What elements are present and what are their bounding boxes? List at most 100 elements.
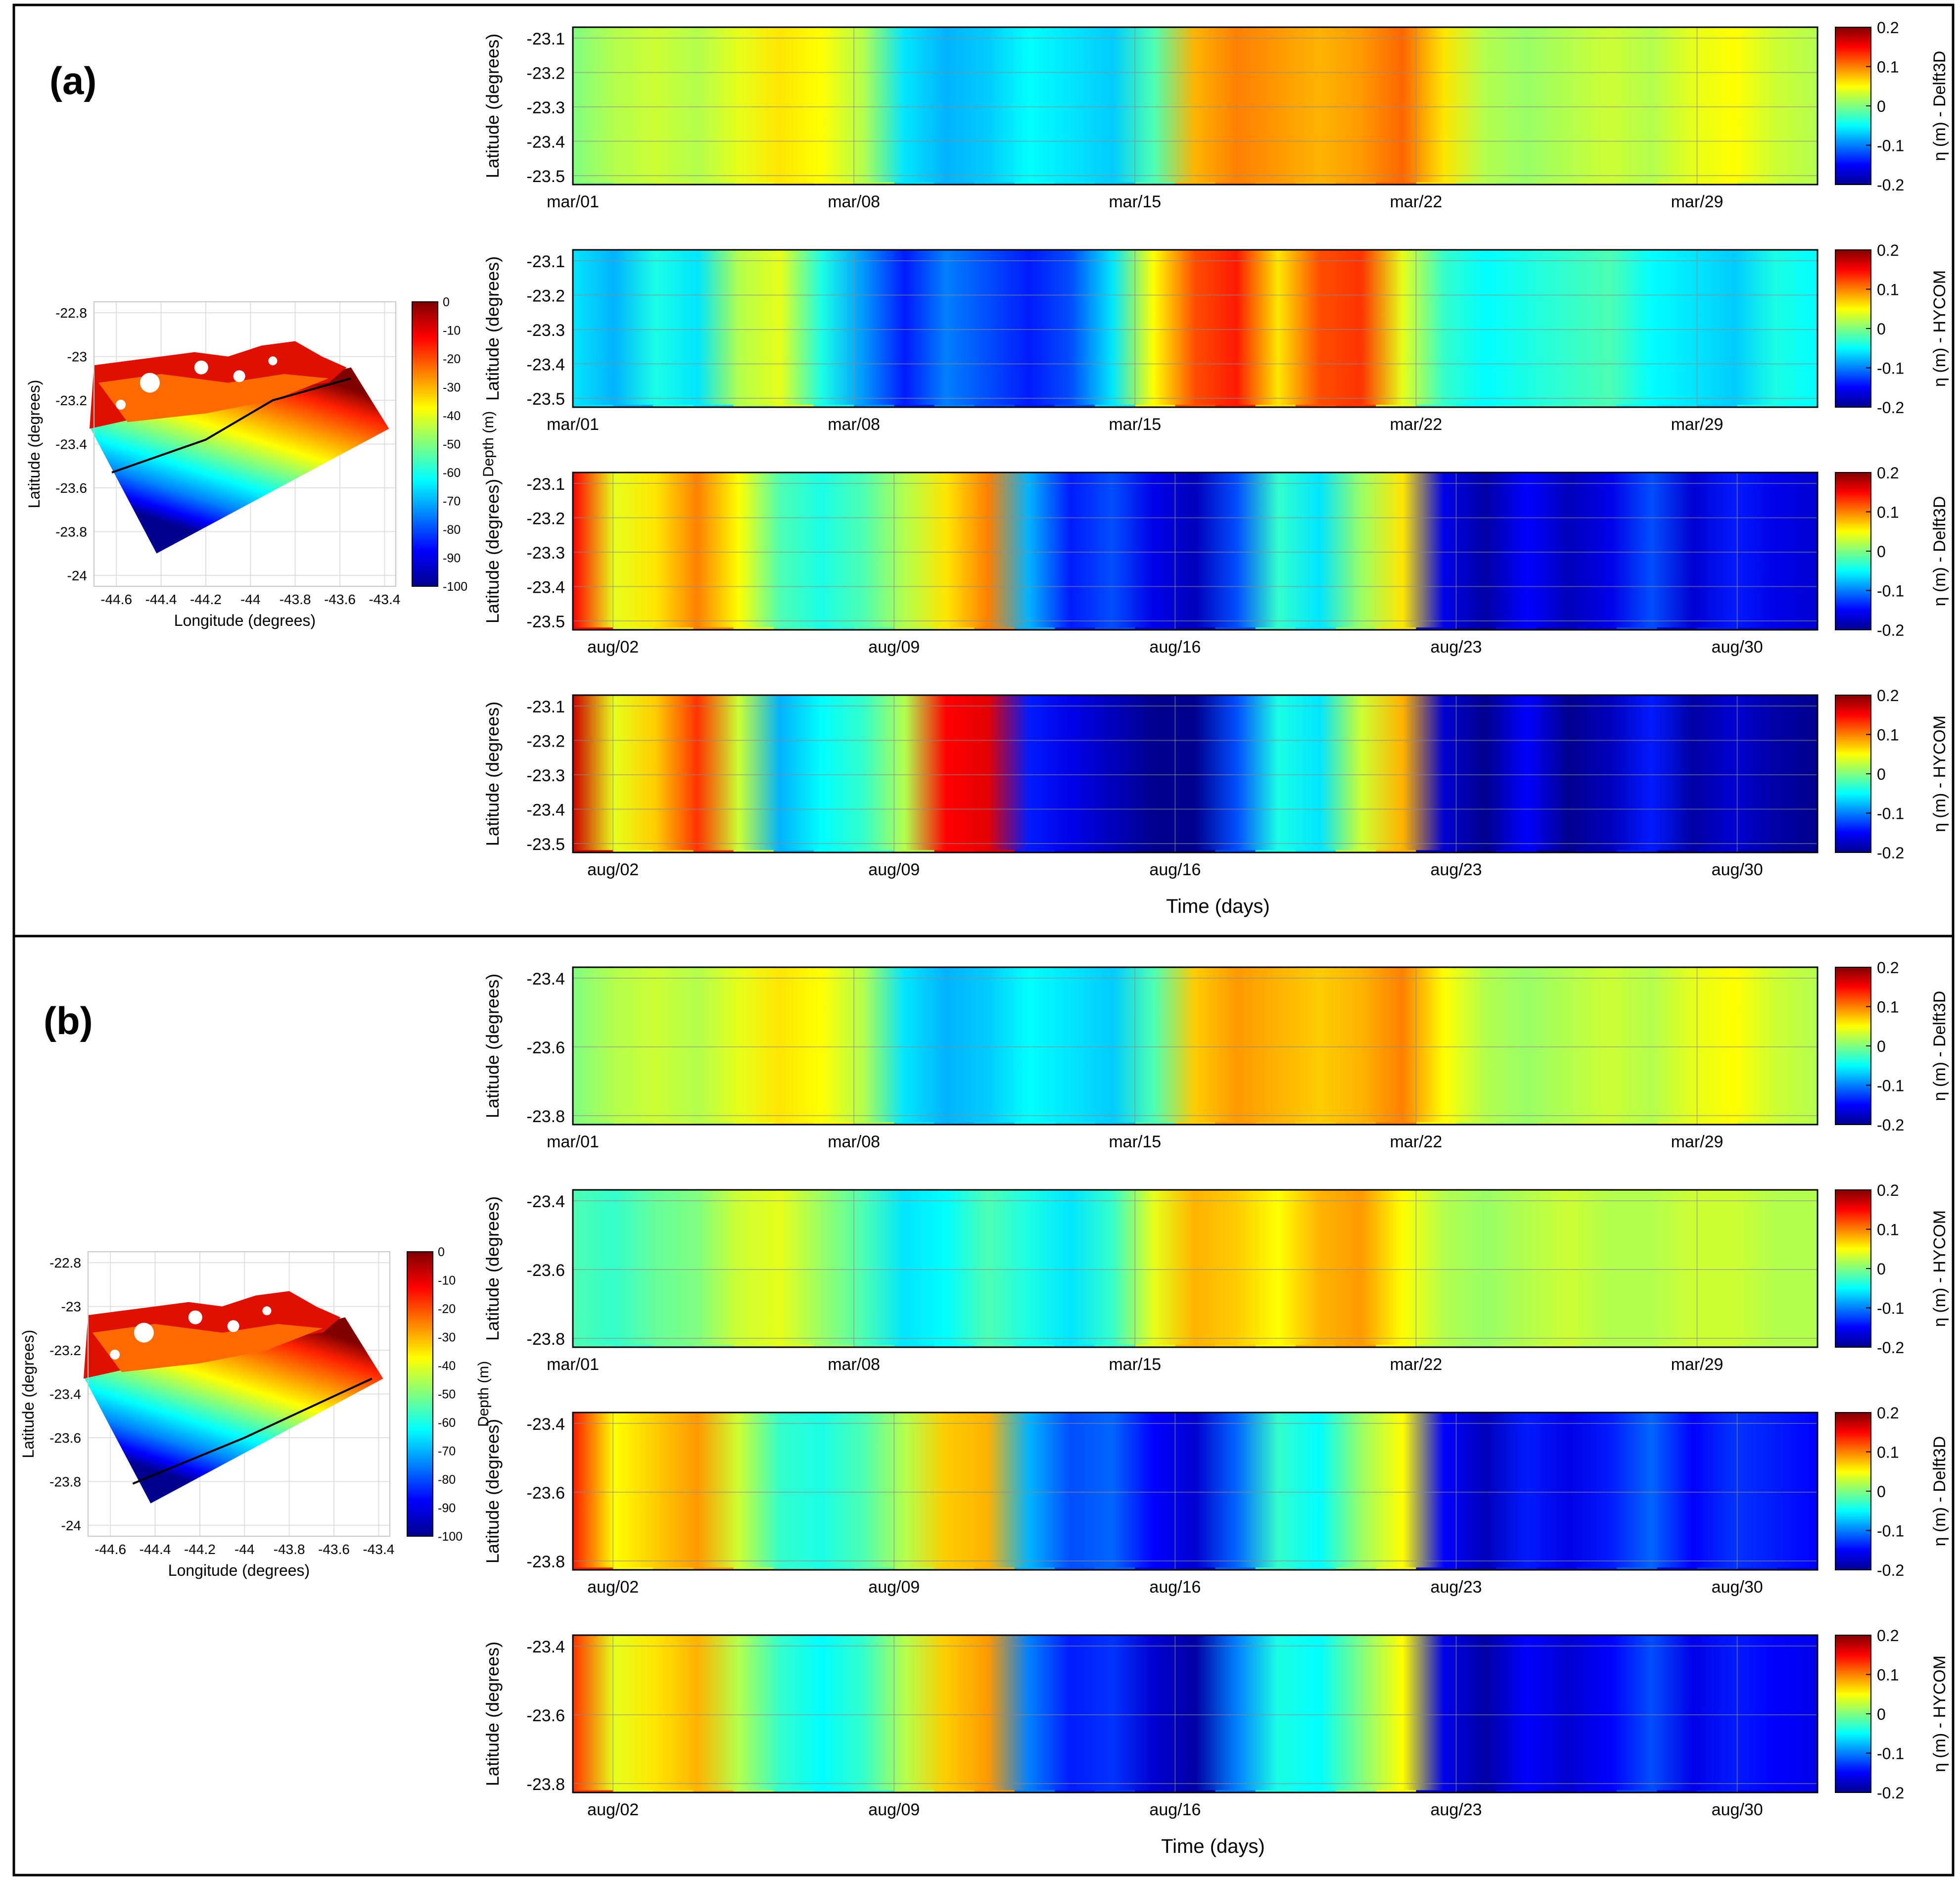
heatmap-cell — [974, 1345, 1015, 1347]
heatmap-x-tick-label: mar/15 — [1109, 415, 1161, 434]
colorbar-tick-label: -0.1 — [1877, 805, 1904, 823]
colorbar-tick-label: 0.2 — [1877, 19, 1899, 37]
heatmap-cell — [1295, 627, 1336, 630]
heatmap-cell — [1175, 1567, 1216, 1570]
heatmap-cell — [1095, 850, 1135, 852]
heatmap-cell — [773, 1567, 814, 1570]
heatmap-cell — [1054, 1345, 1095, 1347]
map-colorbar-tick-label: -30 — [443, 381, 461, 395]
heatmap-y-tick-label: -23.6 — [527, 1261, 565, 1280]
heatmap-cell — [1577, 405, 1617, 407]
heatmap-cell — [1255, 1345, 1296, 1347]
heatmap-cell — [934, 627, 975, 630]
heatmap-cell — [854, 1790, 894, 1792]
heatmap-cell — [613, 1567, 653, 1570]
heatmap-x-tick-label: mar/08 — [828, 192, 880, 211]
heatmap-cell — [1095, 405, 1135, 407]
map-x-axis-label: Longitude (degrees) — [168, 1561, 310, 1579]
heatmap-cell — [894, 1345, 934, 1347]
heatmap-cell — [1737, 1122, 1778, 1125]
colorbar-tick-label: 0.2 — [1877, 464, 1899, 482]
heatmap-cell — [1215, 405, 1256, 407]
colorbar-tick-label: -0.2 — [1877, 1784, 1904, 1802]
heatmap-cell — [1255, 1790, 1296, 1792]
heatmap-y-tick-label: -23.3 — [527, 321, 565, 340]
map-y-tick-label: -23 — [61, 1299, 81, 1315]
colorbar-tick-label: 0.1 — [1877, 726, 1899, 744]
heatmap-cell — [1496, 1122, 1537, 1125]
heatmap-cell — [1416, 182, 1457, 185]
colorbar-tick-label: -0.1 — [1877, 582, 1904, 600]
heatmap-cell — [653, 405, 694, 407]
heatmap-cell — [1336, 1122, 1376, 1125]
heatmap-field — [573, 27, 1818, 185]
heatmap-cell — [1536, 182, 1577, 185]
heatmap-cell — [1175, 182, 1216, 185]
heatmap-cell — [1657, 405, 1698, 407]
heatmap-8: -23.4 -23.6 -23.8 aug/02 aug/09 aug/16 aug/23 a… — [482, 1627, 1949, 1819]
map-island — [188, 1310, 202, 1324]
heatmap-cell — [1496, 405, 1537, 407]
heatmap-cell — [613, 627, 653, 630]
heatmap-cell — [1496, 182, 1537, 185]
heatmap-cell — [1095, 1122, 1135, 1125]
heatmap-cell — [974, 182, 1015, 185]
heatmap-y-tick-label: -23.2 — [527, 64, 565, 83]
colorbar-tick-label: 0.2 — [1877, 1627, 1899, 1645]
map-axes-frame — [93, 301, 396, 587]
heatmap-surface — [573, 695, 1818, 852]
heatmap-cell — [813, 405, 854, 407]
heatmap-x-tick-label: mar/15 — [1109, 1132, 1161, 1151]
heatmap-cell — [813, 627, 854, 630]
map-colorbar-tick-label: -90 — [438, 1502, 456, 1515]
heatmap-frame — [572, 966, 1819, 1126]
colorbar-tick-label: -0.2 — [1877, 844, 1904, 862]
heatmap-y-tick-label: -23.4 — [527, 1192, 565, 1211]
heatmap-cell — [934, 1122, 975, 1125]
colorbar-tick-label: 0 — [1877, 765, 1886, 783]
map-x-tick-label: -43.6 — [318, 1542, 350, 1557]
heatmap-cell — [1336, 1567, 1376, 1570]
heatmap-cell — [1336, 1345, 1376, 1347]
heatmap-cell — [693, 1122, 734, 1125]
map-colorbar — [412, 301, 438, 587]
heatmap-cell — [1657, 1567, 1698, 1570]
heatmap-cell — [1255, 850, 1296, 852]
heatmap-cell — [1577, 1122, 1617, 1125]
map-y-tick-label: -23.2 — [49, 1343, 81, 1358]
heatmap-cell — [1255, 1122, 1296, 1125]
map-colorbar-label: Depth (m) — [475, 1361, 492, 1427]
heatmap-cell — [1697, 627, 1738, 630]
map-y-tick-label: -23.6 — [55, 480, 87, 496]
heatmap-cell — [693, 627, 734, 630]
heatmap-cell — [1376, 182, 1416, 185]
heatmap-cell — [613, 405, 653, 407]
heatmap-cell — [894, 1790, 934, 1792]
heatmap-4: -23.1 -23.2 -23.3 -23.4 -23.5 aug/02 aug/09 aug… — [482, 687, 1949, 879]
map-x-tick-label: -44 — [240, 592, 260, 607]
colorbar-tick-label: 0 — [1877, 543, 1886, 561]
heatmap-cell — [1536, 1790, 1577, 1792]
colorbar-tick-label: -0.1 — [1877, 1745, 1904, 1763]
heatmap-cell — [1295, 1345, 1336, 1347]
heatmap-cell — [653, 1567, 694, 1570]
heatmap-y-axis-label: Latitude (degrees) — [482, 1196, 503, 1341]
heatmap-cell — [573, 182, 613, 185]
heatmap-6: -23.4 -23.6 -23.8 mar/01 mar/08 mar/15 mar/22 m… — [482, 1181, 1949, 1374]
heatmap-x-tick-label: aug/16 — [1149, 638, 1201, 657]
heatmap-x-tick-label: mar/08 — [828, 1355, 880, 1374]
heatmap-colorbar — [1835, 27, 1871, 185]
heatmap-cell — [1617, 1567, 1657, 1570]
heatmap-cell — [813, 1345, 854, 1347]
heatmap-cell — [1536, 1567, 1577, 1570]
heatmap-cell — [1536, 627, 1577, 630]
heatmap-cell — [1657, 627, 1698, 630]
heatmap-cell — [1175, 1122, 1216, 1125]
heatmap-cell — [854, 627, 894, 630]
heatmap-y-tick-label: -23.4 — [527, 970, 565, 989]
colorbar-label: η (m) - Delft3D — [1930, 1436, 1949, 1547]
heatmap-cell — [1014, 182, 1055, 185]
colorbar-label: η (m) - HYCOM — [1930, 270, 1949, 387]
heatmap-colorbar — [1835, 695, 1871, 853]
heatmap-y-tick-label: -23.8 — [527, 1775, 565, 1794]
